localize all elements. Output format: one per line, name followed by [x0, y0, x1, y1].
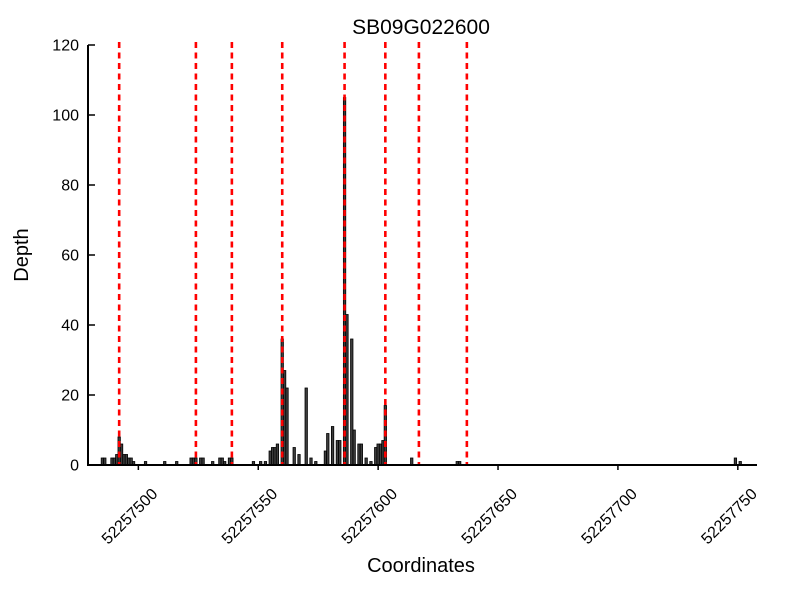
depth-bar [304, 387, 308, 466]
y-tick-label: 120 [52, 38, 79, 55]
axes-layer: 0 20 40 60 80 100 120 52257500 52257550 52257600 5… [52, 38, 761, 548]
depth-bar [733, 457, 738, 466]
y-tick-label: 20 [61, 388, 79, 405]
depth-bar [338, 440, 342, 466]
depth-bar [103, 457, 107, 466]
y-axis-label: Depth [11, 228, 33, 281]
depth-bar [309, 457, 313, 466]
y-tick-label: 80 [61, 178, 79, 195]
x-tick-label: 52257500 [99, 486, 161, 548]
depth-bar [275, 443, 280, 466]
depth-bar [292, 447, 296, 466]
x-tick-label: 52257550 [219, 486, 281, 548]
depth-bar [345, 314, 349, 466]
chart-title: SB09G022600 [352, 16, 490, 39]
y-tick-label: 100 [52, 108, 79, 125]
depth-bar [410, 457, 414, 466]
bars-layer [100, 97, 742, 466]
depth-bar [352, 429, 356, 466]
y-tick-label: 0 [70, 458, 79, 475]
x-tick-label: 52257700 [579, 486, 641, 548]
boundary-lines-layer [117, 42, 469, 464]
depth-bar [297, 454, 301, 466]
x-axis-label: Coordinates [367, 555, 475, 577]
y-tick-label: 60 [61, 248, 79, 265]
x-tick-label: 52257750 [698, 486, 760, 548]
depth-bar [330, 426, 335, 466]
x-tick-label: 52257650 [459, 486, 521, 548]
depth-bar [285, 387, 289, 466]
depth-bar [359, 443, 363, 466]
depth-bar [201, 457, 205, 466]
y-tick-label: 40 [61, 318, 79, 335]
x-tick-label: 52257600 [339, 486, 401, 548]
depth-bar [326, 433, 330, 466]
depth-bar [364, 457, 368, 466]
